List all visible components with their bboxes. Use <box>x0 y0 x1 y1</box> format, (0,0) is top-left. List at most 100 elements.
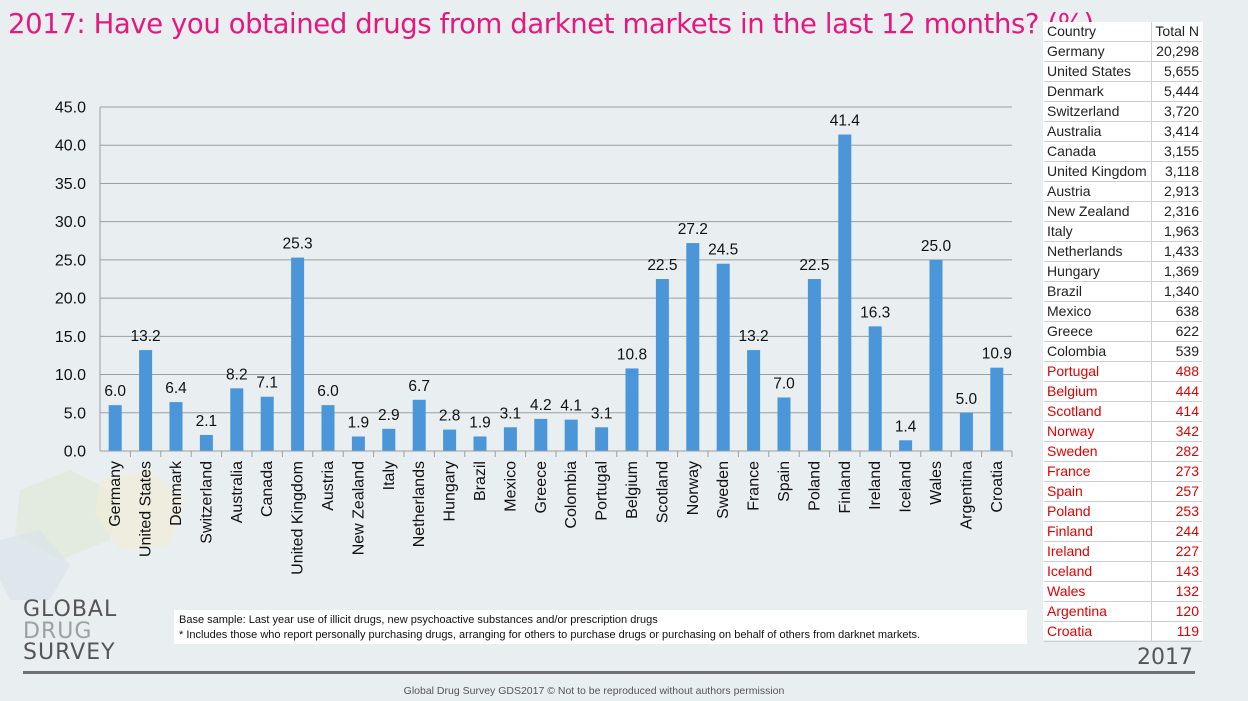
table-cell-country: Finland <box>1044 521 1152 543</box>
table-cell-total-n: 244 <box>1151 521 1202 543</box>
table-row: Greece 622 <box>1044 321 1202 343</box>
data-label: 27.2 <box>678 221 708 238</box>
table-cell-total-n: 5,444 <box>1151 81 1202 103</box>
x-tick-label: Scotland <box>654 461 671 523</box>
data-label: 2.8 <box>439 408 461 425</box>
table-row: Belgium 444 <box>1044 381 1202 403</box>
bar <box>686 243 700 451</box>
data-label: 41.4 <box>830 113 861 130</box>
bar <box>351 436 365 451</box>
footnote-box: Base sample: Last year use of illicit dr… <box>174 610 1027 644</box>
data-label: 13.2 <box>131 328 161 345</box>
table-cell-total-n: 444 <box>1151 381 1202 403</box>
data-label: 1.4 <box>895 418 917 435</box>
bar <box>929 259 943 451</box>
table-cell-total-n: 5,655 <box>1151 61 1202 83</box>
bar-chart: 0.0 5.0 10.0 15.0 20.0 25.0 30.0 35.0 40.0 45.0 6.… <box>55 100 1013 575</box>
data-label: 22.5 <box>647 257 677 274</box>
bar <box>473 436 487 451</box>
x-tick-label: Sweden <box>715 461 732 519</box>
table-row: Colombia 539 <box>1044 341 1202 363</box>
footnote-definition: * Includes those who report personally p… <box>179 629 921 641</box>
data-label: 3.1 <box>591 405 613 422</box>
table-cell-country: Ireland <box>1044 541 1152 563</box>
table-row: Sweden 282 <box>1044 441 1202 463</box>
table-row: Poland 253 <box>1044 501 1202 523</box>
table-row: Austria 2,913 <box>1044 181 1202 203</box>
x-tick-label: Spain <box>776 461 793 502</box>
data-label: 3.1 <box>500 405 522 422</box>
table-cell-country: Norway <box>1044 421 1152 443</box>
x-tick-label: Canada <box>259 461 276 517</box>
table-row: Iceland 143 <box>1044 561 1202 583</box>
data-label: 24.5 <box>708 242 738 259</box>
table-cell-country: Brazil <box>1044 281 1152 303</box>
table-cell-total-n: 119 <box>1151 621 1202 643</box>
table-row: United Kingdom 3,118 <box>1044 161 1202 183</box>
table-cell-country: Portugal <box>1044 361 1152 383</box>
table-row: Ireland 227 <box>1044 541 1202 563</box>
x-tick-label: Hungary <box>442 461 459 521</box>
y-tick-label: 45.0 <box>55 100 86 117</box>
y-tick-label: 10.0 <box>55 367 86 384</box>
table-row: Croatia 119 <box>1044 621 1202 643</box>
bar <box>655 279 669 451</box>
x-tick-label: United States <box>138 461 155 557</box>
table-cell-country: Greece <box>1044 321 1152 343</box>
table-cell-total-n: 342 <box>1151 421 1202 443</box>
bar <box>108 405 122 451</box>
table-cell-country: Denmark <box>1044 81 1152 103</box>
y-tick-label: 35.0 <box>55 176 86 193</box>
data-label: 10.9 <box>982 346 1012 363</box>
table-row: Wales 132 <box>1044 581 1202 603</box>
data-label: 4.1 <box>560 398 582 415</box>
data-label: 6.7 <box>408 378 430 395</box>
table-row: Finland 244 <box>1044 521 1202 543</box>
data-label: 7.1 <box>256 375 278 392</box>
table-row: Brazil 1,340 <box>1044 281 1202 303</box>
table-cell-total-n: 1,369 <box>1151 261 1202 283</box>
data-label: 13.2 <box>739 328 769 345</box>
logo-line-survey: SURVEY <box>23 640 116 665</box>
x-tick-label: Wales <box>928 461 945 505</box>
table-cell-total-n: 120 <box>1151 601 1202 623</box>
table-cell-country: United States <box>1044 61 1152 83</box>
table-cell-total-n: 1,433 <box>1151 241 1202 263</box>
data-label: 4.2 <box>530 397 552 414</box>
x-tick-label: Switzerland <box>198 461 215 544</box>
y-tick-label: 0.0 <box>64 444 86 461</box>
data-label: 5.0 <box>956 391 978 408</box>
data-label: 7.0 <box>773 375 795 392</box>
table-cell-total-n: 539 <box>1151 341 1202 363</box>
table-cell-country: Hungary <box>1044 261 1152 283</box>
x-tick-label: Iceland <box>898 461 915 513</box>
data-label: 10.8 <box>617 346 647 363</box>
bar <box>534 418 548 451</box>
table-row: Italy 1,963 <box>1044 221 1202 243</box>
table-cell-total-n: 132 <box>1151 581 1202 603</box>
global-drug-survey-logo: GLOBAL DRUG SURVEY <box>23 599 117 664</box>
bar <box>382 428 396 451</box>
x-tick-label: Colombia <box>563 461 580 529</box>
table-cell-total-n: 20,298 <box>1151 41 1202 63</box>
bar <box>595 427 609 451</box>
data-label: 22.5 <box>799 257 829 274</box>
table-cell-country: Spain <box>1044 481 1152 503</box>
table-row: Germany 20,298 <box>1044 41 1202 63</box>
x-tick-label: Portugal <box>594 461 611 521</box>
x-tick-label: United Kingdom <box>290 461 307 575</box>
table-cell-total-n: 253 <box>1151 501 1202 523</box>
table-cell-country: New Zealand <box>1044 201 1152 223</box>
table-cell-country: Canada <box>1044 141 1152 163</box>
table-row: Hungary 1,369 <box>1044 261 1202 283</box>
table-row: Canada 3,155 <box>1044 141 1202 163</box>
x-tick-label: Ireland <box>867 461 884 510</box>
y-tick-label: 40.0 <box>55 138 86 155</box>
table-cell-total-n: 143 <box>1151 561 1202 583</box>
data-label: 6.0 <box>104 383 126 400</box>
table-cell-total-n: 414 <box>1151 401 1202 423</box>
x-tick-label: France <box>746 461 763 511</box>
x-tick-label: Poland <box>806 461 823 511</box>
data-label: 25.0 <box>921 238 952 255</box>
data-label: 25.3 <box>283 236 313 253</box>
